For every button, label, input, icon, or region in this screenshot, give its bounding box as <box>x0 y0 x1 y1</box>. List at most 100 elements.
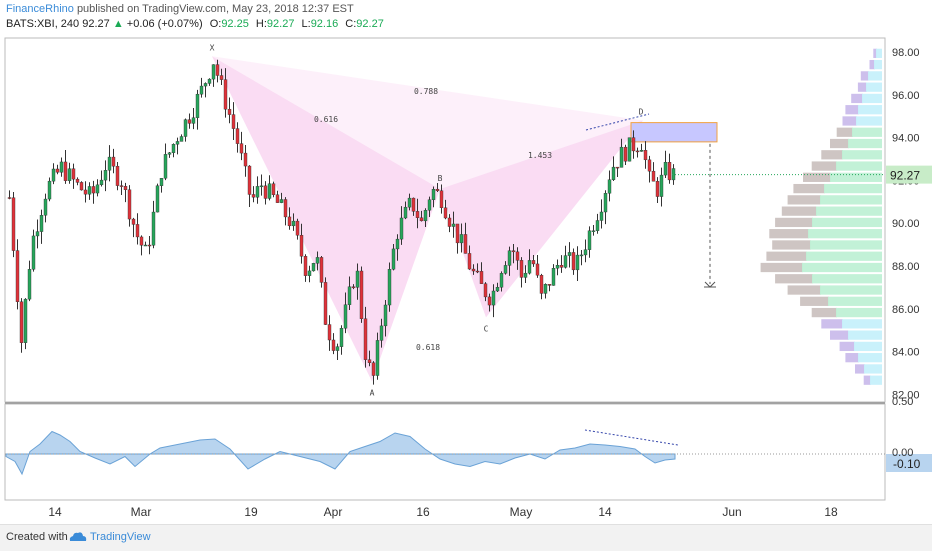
open-value: 92.25 <box>221 18 249 30</box>
candle-body <box>443 207 448 219</box>
candle-body <box>247 165 252 195</box>
volume-bar-sell <box>781 206 817 216</box>
candle-body <box>399 217 404 240</box>
created-with-label: Created with <box>6 531 68 543</box>
candle-body <box>363 318 368 360</box>
candle-body <box>367 359 372 363</box>
volume-bar-sell <box>811 307 837 318</box>
candle-body <box>343 304 348 329</box>
candle-body <box>287 216 292 227</box>
candle-body <box>619 146 624 168</box>
volume-bar-buy <box>842 319 882 329</box>
candles <box>7 59 676 385</box>
candle-body <box>611 166 616 180</box>
candle-body <box>215 64 220 76</box>
candle-body <box>43 198 48 216</box>
candle-body <box>623 146 628 162</box>
symbol-label: BATS:XBI, 240 <box>6 18 80 30</box>
y-tick-label: 98.00 <box>892 47 920 59</box>
candle-body <box>575 254 580 271</box>
volume-bar-buy <box>802 262 882 273</box>
candle-body <box>391 248 396 270</box>
candle-body <box>543 284 548 294</box>
candle-body <box>499 273 504 288</box>
candle-body <box>475 270 480 273</box>
volume-bar-buy <box>858 105 882 115</box>
pattern-xbd-triangle <box>212 56 643 189</box>
candle-body <box>359 270 364 319</box>
candle-body <box>519 260 524 278</box>
candle-body <box>267 183 272 199</box>
candle-body <box>459 234 464 244</box>
volume-bar-buy <box>858 353 882 363</box>
candle-body <box>63 161 68 181</box>
candle-body <box>467 253 472 270</box>
axes: 98.0096.0094.0092.0090.0088.0086.0084.00… <box>48 47 932 519</box>
candle-body <box>427 199 432 211</box>
last-price: 92.27 <box>82 18 110 30</box>
candle-body <box>303 256 308 276</box>
candle-body <box>615 166 620 169</box>
volume-bar-sell <box>787 285 821 295</box>
candle-body <box>643 150 648 161</box>
last-price-badge-label: 92.27 <box>890 169 920 183</box>
candle-body <box>415 211 420 218</box>
volume-bar-sell <box>787 195 821 205</box>
candle-body <box>567 252 572 256</box>
candle-body <box>15 250 20 302</box>
candle-body <box>263 185 268 199</box>
candle-body <box>563 255 568 268</box>
candle-body <box>395 238 400 250</box>
pattern-bcd-triangle <box>440 120 643 318</box>
candle-body <box>551 268 556 286</box>
volume-bar-sell <box>845 353 859 363</box>
x-tick-label: Apr <box>324 505 343 519</box>
candle-body <box>7 197 12 199</box>
candle-body <box>355 270 360 288</box>
price-chart[interactable]: X A B C D 0.616 0.788 1.453 0.618 -0.10 98.00 96.… <box>0 0 932 524</box>
candle-body <box>19 301 24 343</box>
volume-bar-sell <box>857 82 867 92</box>
candle-body <box>371 362 376 376</box>
volume-bar-sell <box>851 93 863 104</box>
candle-body <box>255 186 260 198</box>
volume-bar-sell <box>821 150 843 160</box>
candle-body <box>211 64 216 80</box>
volume-bar-sell <box>842 116 857 126</box>
candle-body <box>323 282 328 325</box>
footer-bar: Created with TradingView <box>0 524 932 551</box>
candle-body <box>511 250 516 253</box>
candle-body <box>75 178 80 183</box>
author-name[interactable]: FinanceRhino <box>6 3 74 15</box>
y-tick-label: 88.00 <box>892 261 920 273</box>
volume-bar-sell <box>830 330 849 340</box>
osc-tick-label: 0.50 <box>892 396 913 408</box>
volume-bar-sell <box>845 105 859 115</box>
target-zone-box[interactable] <box>630 122 718 143</box>
candle-body <box>107 156 112 171</box>
candle-body <box>171 144 176 153</box>
candle-body <box>455 223 460 244</box>
candle-body <box>647 159 652 172</box>
candle-body <box>523 272 528 278</box>
volume-bar-buy <box>810 240 882 250</box>
candle-body <box>423 210 428 222</box>
candle-body <box>451 223 456 227</box>
candle-body <box>227 108 232 115</box>
candle-body <box>151 211 156 246</box>
candle-body <box>51 168 56 182</box>
candle-body <box>55 168 60 173</box>
candle-body <box>571 252 576 271</box>
candle-body <box>639 150 644 152</box>
volume-bar-sell <box>821 319 843 329</box>
candle-body <box>667 162 672 181</box>
candle-body <box>203 83 208 87</box>
candle-body <box>447 217 452 227</box>
volume-bar-sell <box>800 296 829 306</box>
symbol-legend: BATS:XBI, 240 92.27 ▲ +0.06 (+0.07%) O:9… <box>6 18 384 30</box>
candle-body <box>331 339 336 351</box>
candle-body <box>163 154 168 179</box>
tradingview-link[interactable]: TradingView <box>90 531 151 543</box>
x-tick-label: May <box>510 505 533 519</box>
candle-body <box>491 290 496 306</box>
